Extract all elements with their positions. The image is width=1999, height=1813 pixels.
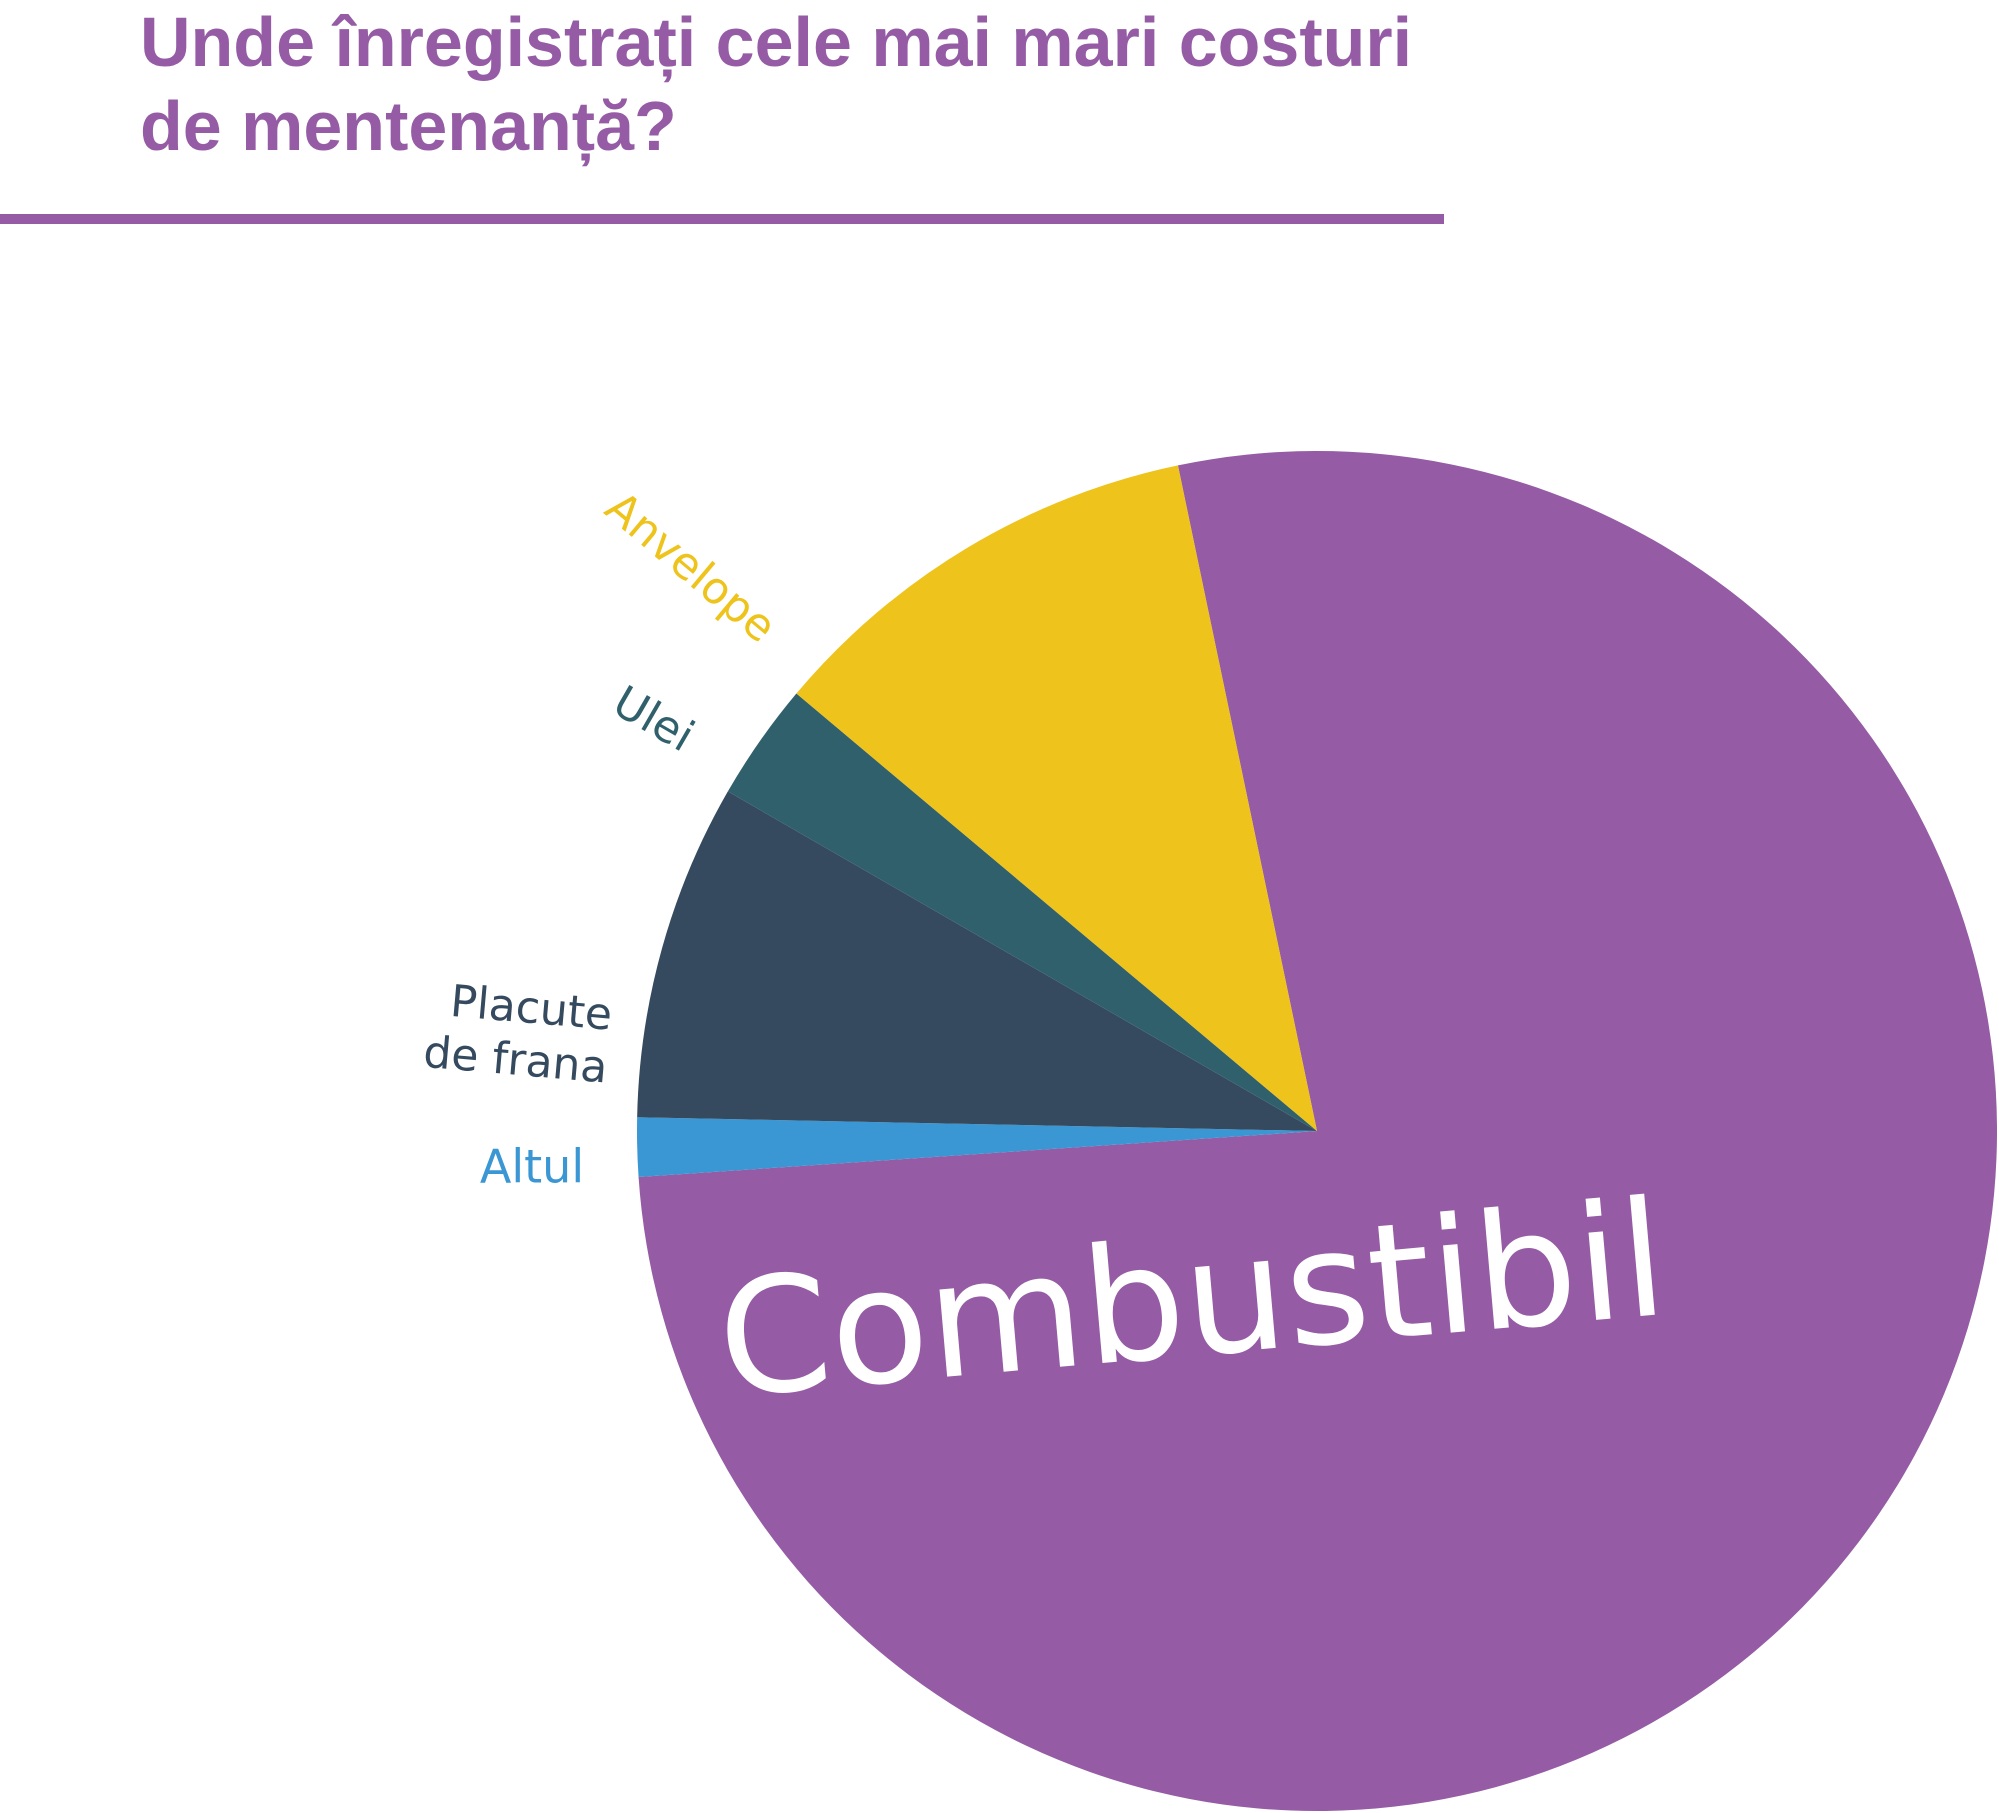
pie-slice xyxy=(638,451,1997,1812)
slice-label: Altul xyxy=(479,1139,585,1194)
pie-slice xyxy=(727,693,1317,1131)
slice-label: Placute de frana xyxy=(421,975,615,1094)
pie-slice xyxy=(637,791,1317,1131)
pie-slice xyxy=(637,1117,1317,1178)
chart-title: Unde înregistrați cele mai mari costuri … xyxy=(140,3,1413,165)
pie-slice xyxy=(796,465,1317,1131)
title-rule xyxy=(0,214,1444,224)
